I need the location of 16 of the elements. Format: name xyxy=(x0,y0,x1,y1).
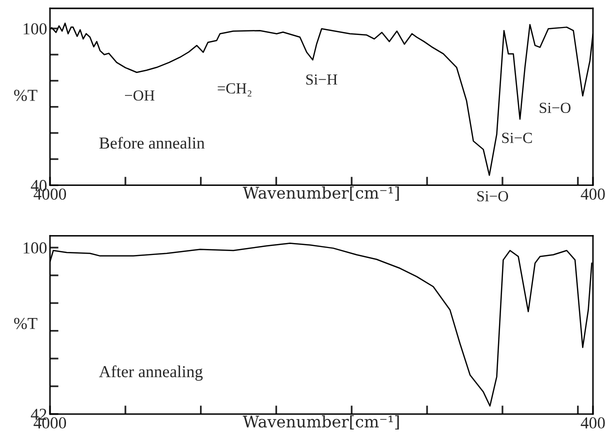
x-tick-label: 400 xyxy=(580,188,605,200)
x-axis-title: Wavenumber[cm⁻¹] xyxy=(242,415,399,430)
annotation: =CH₂ xyxy=(218,83,252,97)
annotation: Si−C xyxy=(502,132,532,144)
annotation: −OH xyxy=(125,90,154,101)
annotation: Before annealin xyxy=(99,136,205,149)
annotation: After annealing xyxy=(99,365,203,381)
y-tick-label: 100 xyxy=(24,23,47,34)
x-tick-label: 400 xyxy=(580,417,605,429)
annotation: Si−O xyxy=(540,102,571,114)
annotation: Si−H xyxy=(306,74,338,85)
y-axis-title: %T xyxy=(14,318,38,330)
y-tick-label: 100 xyxy=(24,242,47,254)
text: Si−O xyxy=(477,191,508,202)
x-axis-title: Wavenumber[cm⁻¹] xyxy=(242,186,399,201)
y-axis-title: %T xyxy=(14,90,38,102)
